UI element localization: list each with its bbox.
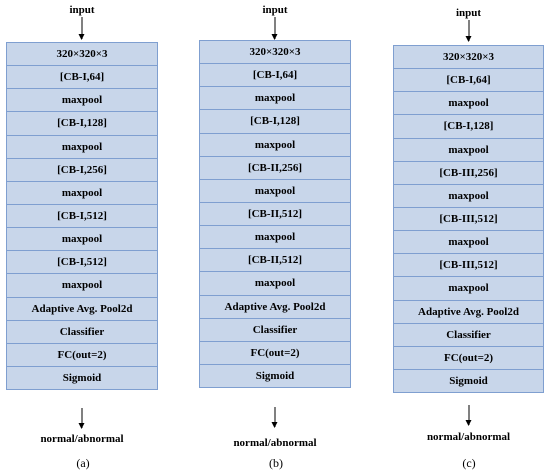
layer-block: maxpool <box>199 178 351 203</box>
layer-block: Sigmoid <box>199 363 351 389</box>
input-label: input <box>262 4 288 16</box>
layer-block: maxpool <box>199 132 351 157</box>
layer-block: maxpool <box>393 183 544 208</box>
layer-block: maxpool <box>199 225 351 250</box>
layer-block: Adaptive Avg. Pool2d <box>393 299 544 324</box>
output-arrow <box>465 405 471 426</box>
layer-block: [CB-III,512] <box>393 253 544 278</box>
layer-block: [CB-I,512] <box>6 203 158 229</box>
layer-block: Adaptive Avg. Pool2d <box>199 294 351 319</box>
layer-stack: 320×320×3 [CB-I,64] maxpool [CB-I,128] maxpo… <box>199 40 351 389</box>
layer-stack: 320×320×3 [CB-I,64] maxpool [CB-I,128] maxpo… <box>393 45 544 394</box>
output-label: normal/abnormal <box>426 431 511 443</box>
layer-block: maxpool <box>6 227 158 252</box>
layer-block: Sigmoid <box>6 365 158 391</box>
layer-block: [CB-II,512] <box>199 201 351 227</box>
layer-block: Classifier <box>393 322 544 347</box>
layer-block: FC(out=2) <box>393 345 544 370</box>
layer-block: maxpool <box>6 180 158 205</box>
layer-block: [CB-I,512] <box>6 250 158 275</box>
layer-block: maxpool <box>199 86 351 111</box>
layer-stack: 320×320×3 [CB-I,64] maxpool [CB-I,128] maxpo… <box>6 42 158 391</box>
input-label: input <box>455 7 482 19</box>
layer-block: Classifier <box>6 319 158 344</box>
layer-block: 320×320×3 <box>393 45 544 70</box>
layer-block: maxpool <box>6 273 158 298</box>
input-arrow <box>271 17 278 40</box>
layer-block: maxpool <box>393 276 544 301</box>
layer-block: [CB-I,64] <box>199 63 351 88</box>
layer-block: Classifier <box>199 317 351 342</box>
layer-block: [CB-I,128] <box>6 111 158 136</box>
layer-block: [CB-I,256] <box>6 157 158 182</box>
caption-b: (b) <box>269 456 283 470</box>
output-label: normal/abnormal <box>40 433 124 445</box>
layer-block: maxpool <box>393 230 544 255</box>
layer-block: FC(out=2) <box>6 342 158 367</box>
layer-block: Sigmoid <box>393 368 544 394</box>
layer-block: maxpool <box>6 88 158 113</box>
layer-block: maxpool <box>199 271 351 296</box>
layer-block: [CB-II,512] <box>199 248 351 273</box>
layer-block: [CB-III,256] <box>393 160 544 185</box>
caption-c: (c) <box>462 456 476 470</box>
layer-block: [CB-III,512] <box>393 206 544 232</box>
layer-block: Adaptive Avg. Pool2d <box>6 296 158 321</box>
caption-a: (a) <box>76 456 90 470</box>
layer-block: maxpool <box>393 137 544 162</box>
input-arrow <box>465 20 471 42</box>
output-arrow <box>78 408 85 429</box>
layer-block: maxpool <box>6 134 158 159</box>
layer-block: [CB-I,64] <box>6 65 158 90</box>
layer-block: [CB-I,128] <box>199 109 351 134</box>
layer-block: FC(out=2) <box>199 340 351 365</box>
layer-block: 320×320×3 <box>6 42 158 67</box>
layer-block: maxpool <box>393 91 544 116</box>
input-arrow <box>78 17 85 40</box>
layer-block: [CB-I,128] <box>393 114 544 139</box>
output-label: normal/abnormal <box>233 437 317 449</box>
output-arrow <box>271 407 278 428</box>
layer-block: [CB-I,64] <box>393 68 544 93</box>
layer-block: 320×320×3 <box>199 40 351 65</box>
layer-block: [CB-II,256] <box>199 155 351 180</box>
input-label: input <box>69 4 95 16</box>
